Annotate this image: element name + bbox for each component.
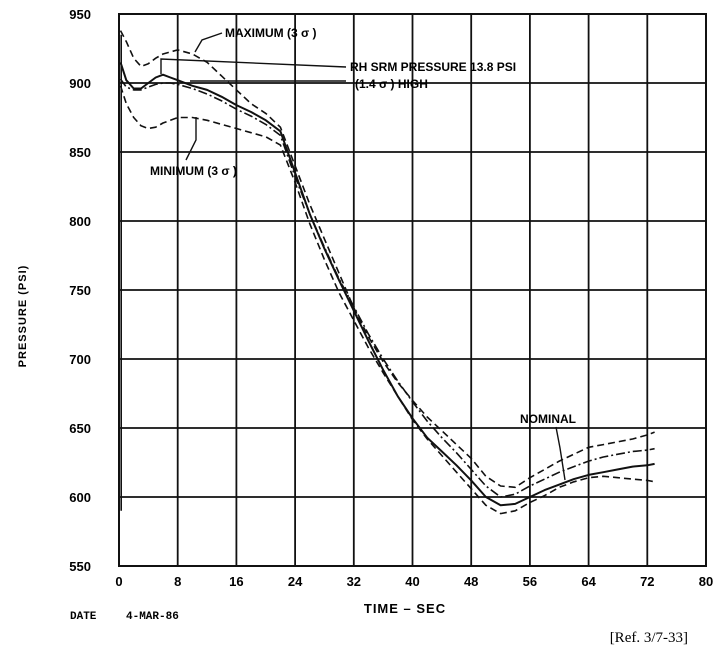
maximum-annotation: MAXIMUM (3 σ ): [225, 26, 317, 40]
series-line-nominal: [119, 78, 655, 498]
nominal-annotation: NOMINAL: [520, 412, 576, 426]
x-tick-label: 48: [464, 574, 478, 589]
minimum-leader: [185, 117, 197, 161]
x-tick-label: 16: [229, 574, 243, 589]
rh-srm-annotation-line2: (1.4 σ ) HIGH: [355, 77, 428, 91]
tick-labels: 0 8 16 24 32 40 48 56 64 72 80 550 600 650 700 750 800 85…: [69, 7, 713, 589]
y-tick-label: 900: [69, 76, 91, 91]
rh-srm-annotation-line1: RH SRM PRESSURE 13.8 PSI: [350, 60, 516, 74]
x-tick-label: 80: [699, 574, 713, 589]
y-axis-title: PRESSURE (PSI): [17, 265, 29, 368]
x-tick-label: 8: [174, 574, 181, 589]
rh-srm-leader: [160, 58, 347, 74]
nominal-leader: [555, 426, 566, 481]
plot-frame: [118, 13, 707, 567]
x-axis-title: TIME – SEC: [364, 601, 446, 616]
x-tick-label: 64: [581, 574, 596, 589]
chart-grid: [118, 13, 707, 567]
series-line-rh-srm: [119, 61, 655, 507]
series-layer: [119, 30, 655, 515]
series-line-maximum: [119, 30, 655, 489]
annotation-leaders: [160, 32, 566, 481]
x-tick-label: 40: [405, 574, 419, 589]
y-tick-label: 650: [69, 421, 91, 436]
y-tick-label: 950: [69, 7, 91, 22]
series-line-minimum: [119, 85, 655, 515]
y-tick-label: 700: [69, 352, 91, 367]
x-tick-label: 0: [115, 574, 122, 589]
y-tick-label: 750: [69, 283, 91, 298]
x-tick-label: 56: [523, 574, 537, 589]
x-tick-label: 72: [640, 574, 654, 589]
y-tick-label: 800: [69, 214, 91, 229]
x-tick-label: 24: [288, 574, 303, 589]
reference-label: [Ref. 3/7-33]: [610, 630, 688, 646]
y-tick-label: 850: [69, 145, 91, 160]
date-label: DATE: [70, 611, 97, 623]
maximum-leader: [194, 32, 223, 53]
y-tick-label: 550: [69, 559, 91, 574]
y-tick-label: 600: [69, 490, 91, 505]
date-value: 4-MAR-86: [126, 611, 179, 623]
minimum-annotation: MINIMUM (3 σ ): [150, 164, 237, 178]
x-tick-label: 32: [347, 574, 361, 589]
